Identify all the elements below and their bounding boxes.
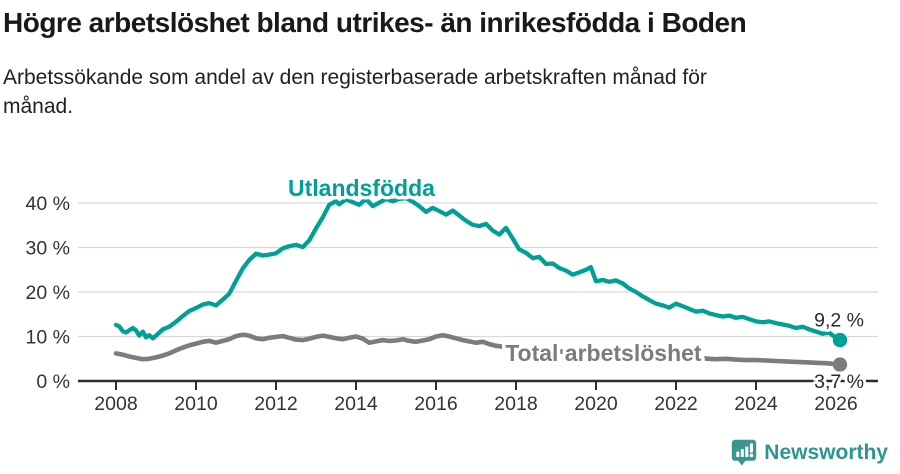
- page-title: Högre arbetslöshet bland utrikes- än inr…: [3, 7, 747, 38]
- x-tick-label: 2018: [494, 393, 537, 415]
- chart-subtitle: Arbetssökande som andel av den registerb…: [3, 63, 863, 121]
- x-tick-label: 2022: [654, 393, 697, 415]
- y-tick-label: 0 %: [36, 371, 70, 393]
- newsworthy-brand-text: Newsworthy: [764, 440, 888, 464]
- newsworthy-logo: Newsworthy: [731, 439, 888, 466]
- newsworthy-pin-barchart-icon: [732, 439, 757, 466]
- x-tick-label: 2026: [814, 393, 857, 415]
- y-tick-label: 30 %: [26, 238, 70, 260]
- tick-labels: 0 % 10 % 20 % 30 % 40 % 2008 2010 2012 2014 2016 2…: [26, 193, 858, 415]
- x-tick-label: 2016: [414, 393, 457, 415]
- x-tick-label: 2012: [254, 393, 297, 415]
- chart-subtitle-line-1: Arbetssökande som andel av den registerb…: [3, 66, 707, 89]
- series-end-dot-utlandsf-dda: [832, 332, 848, 348]
- x-tick-label: 2014: [334, 393, 378, 415]
- x-tick-label: 2010: [174, 393, 218, 415]
- y-tick-label: 20 %: [26, 282, 70, 304]
- series-label-utlandsf-dda: Utlandsfödda: [288, 175, 435, 201]
- y-tick-label: 10 %: [26, 327, 70, 349]
- series-end-dot-total-arbetsl-shet: [832, 357, 848, 372]
- x-tick-label: 2020: [574, 393, 618, 415]
- series-line-utlandsf-dda: [113, 195, 843, 343]
- series-labels: Utlandsfödda 9,2 % Total arbetslöshet 3,7 %: [285, 171, 868, 396]
- series-label-total-arbetsl-shet: Total arbetslöshet: [505, 340, 702, 366]
- x-axis: [78, 379, 878, 390]
- y-tick-label: 40 %: [26, 193, 70, 215]
- series-line-total-arbetsl-shet: [113, 332, 843, 367]
- end-value-label-total-arbetsl-shet: 3,7 %: [814, 371, 864, 393]
- series-lines: [113, 195, 843, 367]
- chart-subtitle-line-2: månad.: [3, 95, 74, 118]
- gridlines: [78, 202, 878, 338]
- end-value-label-utlandsf-dda: 9,2 %: [814, 310, 864, 332]
- x-tick-label: 2024: [734, 393, 778, 415]
- x-tick-label: 2008: [94, 393, 137, 415]
